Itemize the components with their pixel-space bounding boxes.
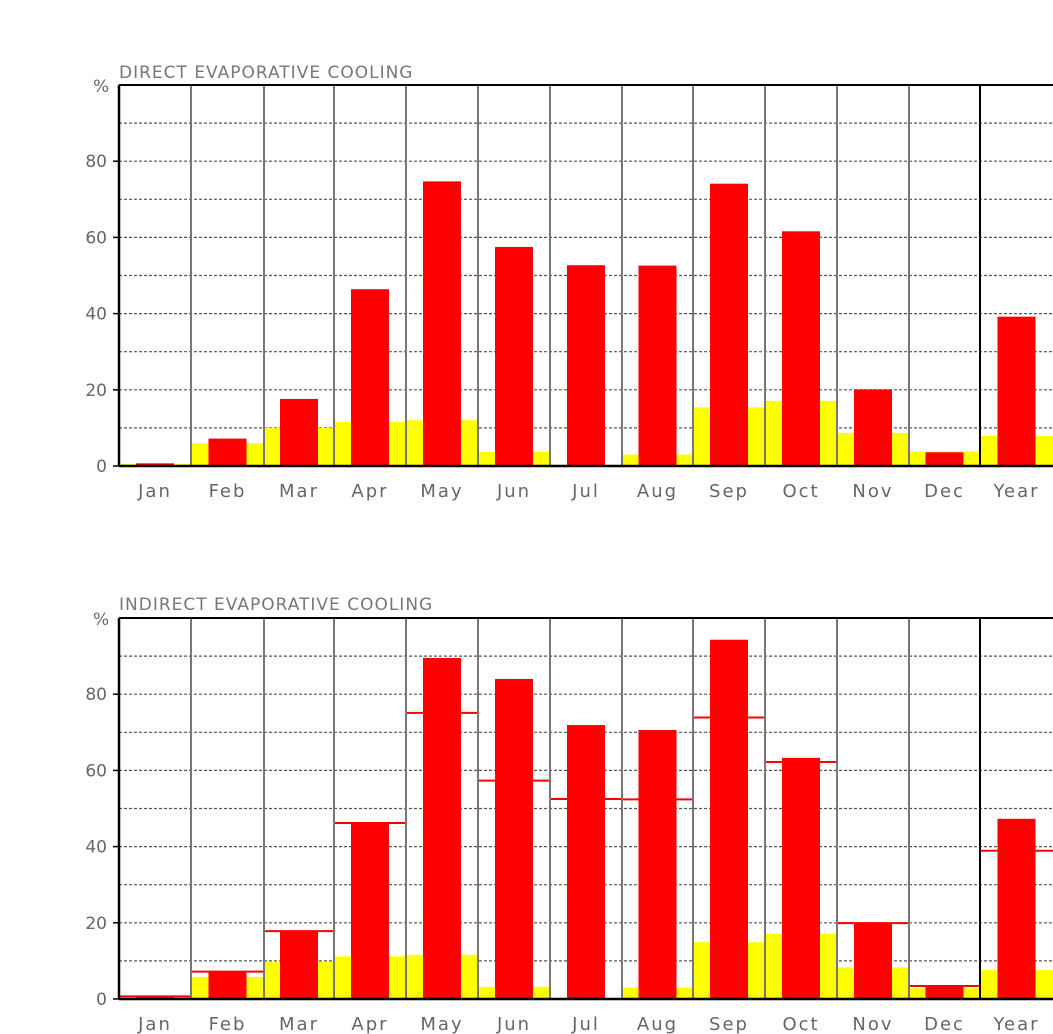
bar-red-dec [925, 986, 964, 999]
x-tick-label: Dec [924, 1014, 965, 1034]
x-tick-label: Aug [637, 1014, 678, 1034]
bar-red-feb [208, 971, 247, 999]
x-tick-label: May [420, 481, 463, 502]
x-tick-label: Jan [137, 481, 172, 502]
y-axis-unit: % [93, 77, 109, 97]
x-tick-label: Oct [782, 1014, 819, 1034]
chart-title: DIRECT EVAPORATIVE COOLING [119, 63, 413, 83]
x-tick-label: Jan [137, 1014, 172, 1034]
bar-red-nov [854, 389, 892, 466]
y-tick-label: 80 [85, 685, 107, 705]
bar-red-may [423, 181, 461, 466]
bar-red-dec [925, 452, 964, 466]
x-tick-label: Feb [209, 481, 247, 502]
bar-red-jan [136, 996, 174, 999]
x-tick-label: Mar [279, 1014, 319, 1034]
bar-red-jul [567, 265, 605, 466]
bar-red-sep [710, 183, 748, 466]
x-tick-label: Nov [852, 1014, 893, 1034]
bar-red-apr [351, 823, 389, 999]
bar-red-oct [782, 757, 820, 999]
y-tick-label: 0 [96, 990, 107, 1010]
y-tick-label: 60 [85, 761, 107, 781]
y-tick-label: 20 [85, 381, 107, 401]
x-tick-label: Jul [571, 1014, 600, 1034]
x-tick-label: Jun [496, 1014, 531, 1034]
bar-red-jan [136, 463, 174, 466]
bar-red-nov [854, 922, 892, 999]
bar-red-aug [638, 730, 677, 999]
y-tick-label: 60 [85, 228, 107, 248]
direct-evaporative-cooling-chart: 0 20 40 60 80 Jan Feb Mar Apr May Jun Jul Aug Sep Oct N… [85, 63, 1053, 502]
bar-red-feb [208, 438, 247, 466]
y-tick-label: 20 [85, 914, 107, 934]
x-tick-label: Mar [279, 481, 319, 502]
bar-red-sep [710, 639, 748, 999]
x-tick-label: Aug [637, 481, 678, 502]
x-tick-label: Apr [351, 481, 388, 502]
bar-red-year [997, 818, 1036, 999]
indirect-evaporative-cooling-chart: 0 20 40 60 80 Jan Feb Mar Apr May Jun Jul Aug Sep Oct N… [85, 595, 1053, 1034]
y-tick-label: 40 [85, 838, 107, 858]
x-tick-label: Year [992, 481, 1039, 502]
bar-red-mar [280, 398, 318, 466]
x-tick-label: Nov [852, 481, 893, 502]
bar-red-year [997, 316, 1036, 466]
bar-red-aug [638, 265, 677, 466]
x-tick-label: Jun [496, 481, 531, 502]
bar-red-jun [495, 678, 533, 999]
bar-red-apr [351, 289, 389, 466]
bar-red-may [423, 658, 461, 999]
bar-red-jun [495, 246, 533, 466]
x-tick-label: Dec [924, 481, 965, 502]
x-tick-label: Sep [709, 1014, 749, 1034]
y-tick-label: 40 [85, 305, 107, 325]
x-tick-label: Apr [351, 1014, 388, 1034]
chart-title: INDIRECT EVAPORATIVE COOLING [119, 595, 433, 615]
x-tick-label: May [420, 1014, 463, 1034]
y-axis-unit: % [93, 610, 109, 630]
bar-red-mar [280, 930, 318, 999]
y-tick-label: 80 [85, 152, 107, 172]
x-tick-label: Jul [571, 481, 600, 502]
bar-red-jul [567, 725, 605, 999]
x-tick-label: Year [992, 1014, 1039, 1034]
y-tick-label: 0 [96, 457, 107, 477]
x-tick-label: Oct [782, 481, 819, 502]
x-tick-label: Sep [709, 481, 749, 502]
bar-red-oct [782, 231, 820, 466]
x-tick-label: Feb [209, 1014, 247, 1034]
